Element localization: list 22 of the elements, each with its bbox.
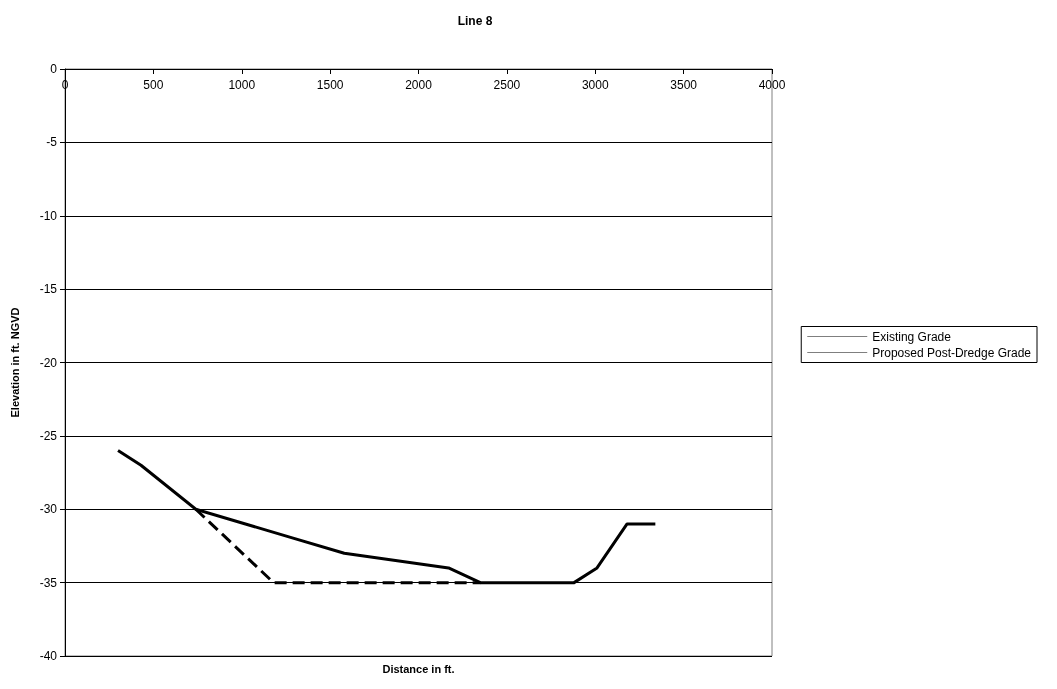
y-tick-label: -35	[39, 575, 58, 590]
x-tick-label: 500	[143, 78, 164, 92]
x-tick-label: 2500	[493, 78, 521, 92]
x-axis-title: Distance in ft.	[382, 662, 455, 675]
y-tick-label: -25	[39, 428, 58, 443]
y-tick-label: -20	[39, 355, 58, 370]
y-tick-label: -15	[39, 282, 58, 297]
x-tick-label: 3000	[581, 78, 609, 92]
y-tick-label: -30	[39, 502, 58, 517]
legend-label: Proposed Post-Dredge Grade	[872, 345, 1032, 360]
x-tick-label: 1000	[228, 78, 256, 92]
y-tick-label: -5	[46, 135, 58, 150]
x-tick-label: 1500	[316, 78, 344, 92]
chart-title: Line 8	[457, 14, 493, 28]
x-tick-label: 4000	[758, 78, 786, 92]
y-axis-title: Elevation in ft. NGVD	[8, 307, 21, 418]
y-tick-label: -10	[39, 208, 58, 223]
y-tick-label: 0	[50, 62, 58, 76]
x-tick-label: 2000	[405, 78, 433, 92]
x-tick-label: 3500	[670, 78, 698, 92]
y-tick-label: -40	[39, 649, 58, 663]
legend-label: Existing Grade	[872, 329, 952, 344]
